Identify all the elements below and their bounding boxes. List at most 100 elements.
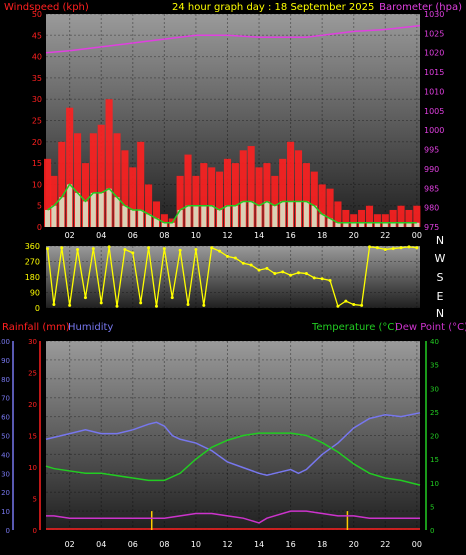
barometer-line [45, 24, 421, 54]
average-wind-bar [177, 209, 183, 227]
average-wind-bar [414, 222, 420, 227]
x-tick-label: 08 [159, 231, 169, 240]
average-wind-bar [327, 218, 333, 227]
gust-bar [89, 133, 97, 227]
humidity-y-tick-label: 100 [0, 338, 10, 346]
gust-bar [389, 209, 397, 227]
gust-bar [334, 201, 342, 227]
direction-point [391, 247, 395, 251]
gust-bar [239, 150, 247, 227]
direction-point [352, 303, 356, 307]
wind-y-tick-label: 0 [37, 223, 42, 232]
gust-bar [58, 141, 66, 227]
direction-point [336, 304, 340, 308]
barometer-y-tick-label: 1005 [424, 107, 444, 116]
direction-point [344, 299, 348, 303]
rainfall-y-tick-label: 0 [33, 527, 37, 535]
average-wind-bar [406, 222, 412, 227]
direction-point [131, 251, 135, 255]
average-wind-bar [45, 209, 51, 227]
gust-bar [365, 205, 374, 227]
average-wind-bar [232, 205, 238, 227]
barometer-y-tick-label: 990 [424, 165, 439, 174]
average-wind-bar [90, 192, 96, 227]
x-tick-label: 16 [286, 540, 296, 549]
direction-point [257, 268, 261, 272]
average-wind-bar [359, 222, 365, 227]
direction-y-tick-label: 360 [25, 242, 40, 251]
average-wind-bar [311, 205, 317, 227]
direction-point [375, 246, 379, 250]
rainfall-y-tick-label: 5 [33, 496, 37, 504]
direction-point [115, 304, 119, 308]
wind-y-tick-label: 35 [32, 74, 42, 83]
gust-bar [105, 99, 113, 227]
dewpoint-axis-label: Dew Point (°C) [395, 322, 466, 333]
direction-point [68, 303, 72, 307]
direction-point [147, 246, 151, 250]
gust-bar [287, 141, 295, 227]
x-tick-label: 06 [128, 231, 138, 240]
rainfall-y-tick-label: 10 [28, 464, 37, 472]
direction-y-tick-label: 90 [30, 289, 40, 298]
temp-panel-bg [46, 341, 420, 530]
temperature-axis-label: Temperature (°C) [311, 322, 398, 333]
temperature-line [45, 432, 421, 486]
barometer-y-tick-label: 975 [424, 223, 439, 232]
x-tick-label: 20 [349, 540, 359, 549]
barometer-y-tick-label: 1025 [424, 29, 444, 38]
x-tick-label: 00 [412, 231, 422, 240]
gust-bar [223, 158, 232, 227]
direction-point [107, 245, 111, 249]
rainfall-y-tick-label: 15 [28, 433, 37, 441]
direction-point [202, 303, 206, 307]
humidity-y-ticks: 0 10 20 30 40 50 60 70 80 90 100 [0, 338, 10, 535]
chart-marks [44, 24, 421, 530]
x-tick-label: 02 [65, 540, 75, 549]
direction-point [304, 272, 308, 276]
direction-point [123, 247, 127, 251]
average-wind-bar [288, 201, 294, 227]
wind-y-tick-label: 25 [32, 117, 42, 126]
temperature-y-tick-label: 0 [430, 527, 434, 535]
direction-point [289, 273, 293, 277]
average-wind-bar [335, 222, 341, 227]
average-wind-bar [193, 205, 199, 227]
direction-point [281, 270, 285, 274]
direction-y-tick-label: 180 [25, 273, 40, 282]
gust-bar [200, 163, 208, 227]
average-wind-bar [303, 201, 309, 227]
average-wind-bar [185, 205, 191, 227]
direction-point [60, 246, 64, 250]
direction-point [407, 245, 411, 249]
barometer-axis-label: Barometer (hpa) [379, 2, 462, 13]
direction-point [296, 271, 300, 275]
gust-bar [294, 150, 303, 227]
direction-point [99, 301, 103, 305]
direction-point [241, 261, 245, 265]
gust-bar [255, 167, 263, 227]
average-wind-bar [374, 222, 380, 227]
wind-y-tick-label: 5 [37, 202, 42, 211]
barometer-y-tick-label: 1020 [424, 49, 444, 58]
gust-bar [50, 175, 58, 227]
direction-point [383, 247, 387, 251]
gust-bar [326, 188, 334, 227]
chart-title: 24 hour graph day : 18 September 2025 [172, 2, 374, 13]
average-wind-bar [343, 222, 349, 227]
x-tick-label: 22 [380, 540, 390, 549]
gust-bar [137, 141, 145, 227]
average-wind-bar [67, 184, 73, 227]
average-wind-bar [319, 214, 325, 227]
average-wind-bar [351, 222, 357, 227]
average-wind-bar [295, 201, 302, 227]
temperature-y-tick-label: 40 [430, 338, 439, 346]
gust-bar [121, 150, 129, 227]
x-tick-label: 12 [222, 231, 232, 240]
gust-bar [358, 209, 366, 227]
gust-bar [373, 214, 381, 227]
direction-point [233, 256, 237, 260]
gust-bar [44, 158, 52, 227]
humidity-y-tick-label: 70 [1, 395, 10, 403]
